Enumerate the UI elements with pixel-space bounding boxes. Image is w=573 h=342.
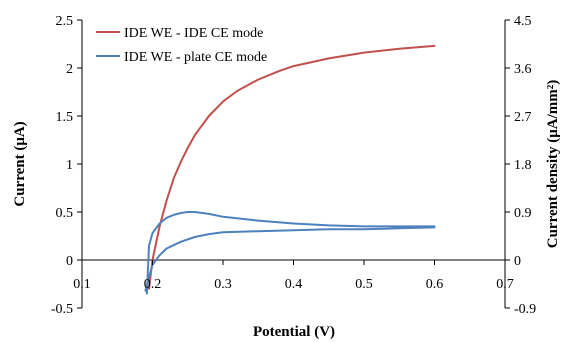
x-tick-label: 0.1 <box>73 277 91 292</box>
y-tick-label: -0.5 <box>51 302 73 317</box>
x-tick-label: 0.3 <box>214 277 232 292</box>
y-axis-title: Current (μA) <box>12 121 28 206</box>
y2-axis-title: Current density (μA/mm²) <box>545 80 561 249</box>
y2-tick-label: 2.7 <box>514 110 532 125</box>
series-line-0 <box>148 44 436 290</box>
x-tick-label: 0.5 <box>355 277 373 292</box>
y2-tick-label: 0.9 <box>514 206 532 221</box>
legend: IDE WE - IDE CE mode IDE WE - plate CE m… <box>96 26 267 65</box>
y-tick-label: 1.5 <box>56 110 74 125</box>
x-tick-label: 0.4 <box>285 277 303 292</box>
ticks-layer: 0.1 0.2 0.3 0.4 0.5 0.6 0.7 -0.5 0 0.5 1 1.5 2 2.5 -0.… <box>51 14 536 317</box>
y2-tick-label: -0.9 <box>514 302 536 317</box>
y-tick-label: 2.5 <box>56 14 74 29</box>
x-tick-label: 0.7 <box>496 277 514 292</box>
y2-tick-label: 4.5 <box>514 14 532 29</box>
y2-tick-label: 0 <box>514 254 521 269</box>
legend-label-0: IDE WE - IDE CE mode <box>124 26 263 41</box>
y2-tick-label: 1.8 <box>514 158 532 173</box>
series-line-1 <box>144 211 436 295</box>
y-tick-label: 2 <box>66 62 73 77</box>
x-axis-title: Potential (V) <box>253 324 335 340</box>
x-tick-label: 0.6 <box>426 277 444 292</box>
x-tick-label: 0.2 <box>144 277 162 292</box>
y-tick-label: 0.5 <box>56 206 74 221</box>
legend-label-1: IDE WE - plate CE mode <box>124 50 267 65</box>
y-tick-label: 0 <box>66 254 73 269</box>
y-tick-label: 1 <box>66 158 73 173</box>
series-layer <box>144 44 436 295</box>
y2-tick-label: 3.6 <box>514 62 532 77</box>
